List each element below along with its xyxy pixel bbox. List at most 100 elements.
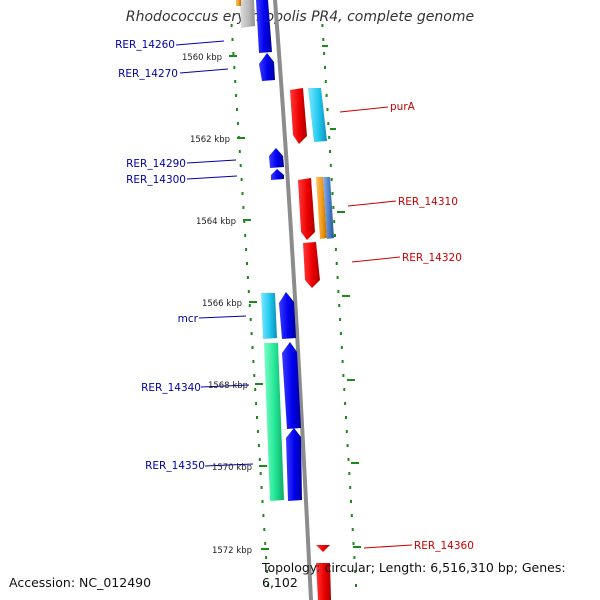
scale-dot bbox=[353, 556, 356, 559]
scale-dot bbox=[325, 94, 328, 97]
scale-dot bbox=[328, 136, 331, 139]
genome-summary-text: Topology: circular; Length: 6,516,310 bp… bbox=[262, 560, 566, 590]
gene-mcr-arrow bbox=[279, 292, 296, 339]
scale-dot bbox=[341, 360, 344, 363]
scale-dot bbox=[329, 150, 331, 153]
gene-steelblue bbox=[323, 177, 334, 239]
scale-dot bbox=[231, 38, 234, 41]
gene-label-RER-14290[interactable]: RER_14290 bbox=[126, 158, 186, 170]
scale-dot bbox=[339, 332, 342, 335]
gene-label-RER-14310[interactable]: RER_14310 bbox=[398, 196, 458, 208]
scale-dot bbox=[245, 248, 248, 251]
gene-gray bbox=[240, 0, 255, 28]
scale-dot bbox=[354, 570, 357, 573]
scale-dot bbox=[323, 52, 326, 55]
scale-dot bbox=[241, 192, 244, 195]
gene-label-RER-14340[interactable]: RER_14340 bbox=[141, 382, 201, 394]
scale-dot bbox=[351, 528, 354, 531]
scale-dot bbox=[243, 220, 246, 223]
gene-purA-arrow bbox=[290, 88, 307, 144]
scale-dot bbox=[332, 206, 335, 209]
scale-dot bbox=[233, 66, 236, 69]
gene-label-mcr[interactable]: mcr bbox=[178, 313, 199, 325]
scale-dot bbox=[253, 374, 256, 377]
gene-RER-14270-arrow bbox=[259, 53, 275, 81]
scale-dot bbox=[232, 52, 235, 55]
scale-dot bbox=[343, 388, 346, 391]
scale-dot bbox=[350, 514, 353, 517]
scale-dot bbox=[256, 416, 258, 419]
scale-dot bbox=[252, 360, 255, 363]
scale-dot bbox=[326, 108, 329, 111]
scale-dot bbox=[239, 164, 242, 167]
scale-dot bbox=[334, 234, 336, 237]
scale-dot bbox=[335, 262, 338, 265]
scale-dot bbox=[247, 290, 250, 293]
scale-dot bbox=[347, 458, 350, 461]
scale-dot bbox=[236, 122, 239, 125]
scale-dot bbox=[349, 486, 352, 489]
gene-RER-14360-arrow bbox=[316, 545, 330, 552]
scale-dot bbox=[261, 500, 264, 503]
gene-RER-14350-arrow bbox=[286, 428, 302, 501]
scale-dot bbox=[331, 192, 334, 195]
forward-gene-labels: purA RER_14310 RER_14320 RER_14360 bbox=[390, 101, 474, 552]
gene-label-RER-14320[interactable]: RER_14320 bbox=[402, 252, 462, 264]
scale-dot bbox=[344, 402, 347, 405]
scale-dot bbox=[257, 444, 260, 447]
scale-dot bbox=[333, 220, 336, 223]
gene-features bbox=[236, 0, 334, 600]
scale-dot bbox=[267, 584, 269, 587]
gene-RER-14290-arrow bbox=[269, 148, 284, 168]
gene-orange-2 bbox=[316, 177, 327, 239]
gene-label-RER-14300[interactable]: RER_14300 bbox=[126, 174, 186, 186]
gene-label-RER-14350[interactable]: RER_14350 bbox=[145, 460, 205, 472]
scale-label: 1568 kbp bbox=[208, 381, 248, 391]
gene-orange bbox=[236, 0, 241, 6]
scale-dot bbox=[244, 234, 247, 237]
scale-dot bbox=[346, 444, 349, 447]
scale-dot bbox=[324, 66, 326, 69]
scale-label: 1566 kbp bbox=[202, 299, 242, 309]
genome-backbone bbox=[273, 0, 313, 600]
gene-purA-lightblue bbox=[308, 88, 327, 142]
scale-dot bbox=[321, 24, 324, 27]
scale-dot bbox=[337, 290, 340, 293]
scale-dot bbox=[324, 80, 327, 83]
scale-dot bbox=[259, 472, 262, 475]
scale-dot bbox=[355, 584, 357, 587]
gene-RER-14260-arrow bbox=[256, 0, 272, 53]
scale-dot bbox=[250, 332, 253, 335]
gene-label-RER-14360[interactable]: RER_14360 bbox=[414, 540, 474, 552]
scale-dot bbox=[348, 472, 351, 475]
scale-dot bbox=[258, 458, 261, 461]
label-leader-lines bbox=[175, 40, 413, 549]
scale-dot bbox=[352, 542, 355, 545]
gene-label-purA[interactable]: purA bbox=[390, 101, 416, 113]
scale-dot bbox=[236, 108, 238, 111]
scale-dot bbox=[248, 304, 251, 307]
scale-dot bbox=[230, 24, 233, 27]
scale-labels: 1560 kbp 1562 kbp 1564 kbp 1566 kbp 1568… bbox=[182, 53, 252, 556]
scale-dot bbox=[242, 206, 245, 209]
scale-dot bbox=[342, 374, 345, 377]
gene-label-RER-14260[interactable]: RER_14260 bbox=[115, 39, 175, 51]
reverse-gene-labels: RER_14260 RER_14270 RER_14290 RER_14300 … bbox=[115, 39, 205, 472]
map-title: Rhodococcus erythropolis PR4, complete g… bbox=[125, 9, 475, 25]
scale-dot bbox=[345, 430, 348, 433]
scale-dot bbox=[254, 388, 257, 391]
scale-dot bbox=[234, 80, 237, 83]
scale-dot bbox=[249, 318, 252, 321]
gene-RER-14310-arrow bbox=[298, 178, 315, 240]
scale-tick-marks bbox=[230, 24, 357, 587]
scale-dot bbox=[264, 542, 267, 545]
scale-dot bbox=[246, 262, 248, 265]
gene-label-RER-14270[interactable]: RER_14270 bbox=[118, 68, 178, 80]
scale-dot bbox=[265, 556, 268, 559]
scale-label: 1570 kbp bbox=[212, 463, 252, 473]
scale-dot bbox=[340, 346, 343, 349]
scale-dot bbox=[338, 304, 341, 307]
scale-dot bbox=[334, 248, 337, 251]
scale-dot bbox=[262, 514, 265, 517]
